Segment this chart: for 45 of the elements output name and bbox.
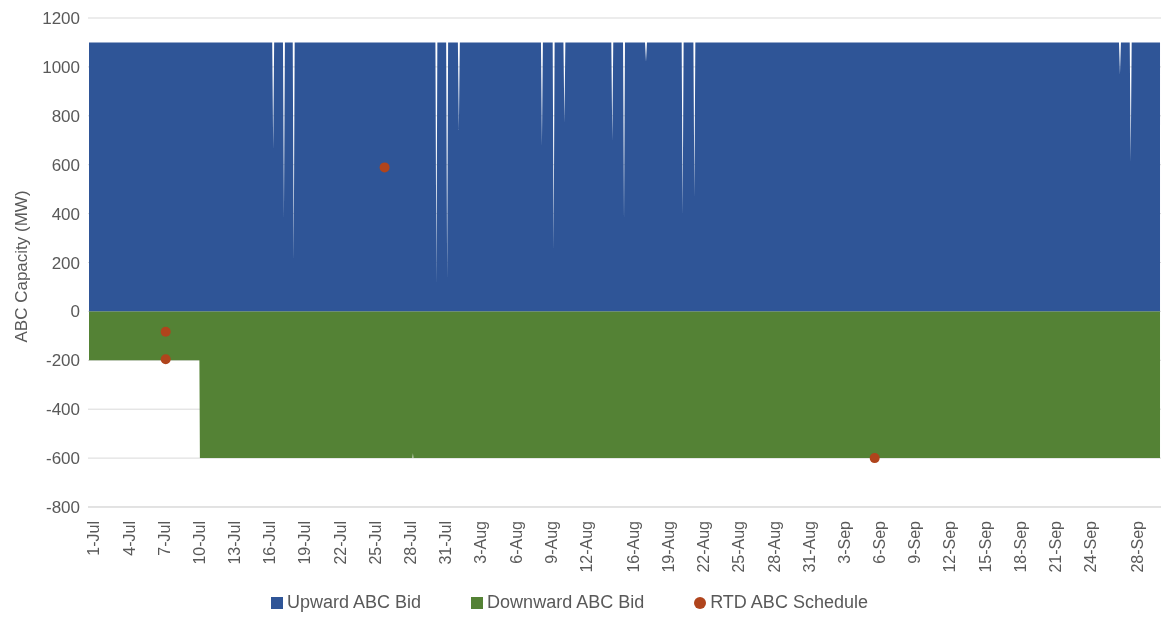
x-tick-label: 6-Sep — [871, 520, 889, 564]
x-tick-label: 31-Aug — [800, 521, 818, 573]
y-tick-label: 0 — [70, 302, 80, 322]
x-tick-label: 22-Jul — [331, 521, 349, 565]
x-tick-label: 22-Aug — [695, 521, 713, 573]
legend-label: Upward ABC Bid — [287, 592, 422, 612]
x-tick-label: 4-Jul — [120, 521, 138, 556]
y-tick-label: 600 — [51, 155, 80, 175]
x-tick-label: 21-Sep — [1046, 520, 1064, 573]
y-tick-label: 800 — [51, 106, 80, 126]
x-tick-label: 9-Sep — [906, 520, 924, 564]
x-tick-label: 10-Jul — [190, 521, 208, 565]
y-tick-label: 200 — [51, 253, 80, 273]
y-tick-label: -800 — [45, 498, 80, 518]
y-tick-label: -400 — [45, 400, 80, 420]
x-tick-label: 24-Sep — [1082, 520, 1100, 573]
x-tick-label: 28-Jul — [401, 521, 419, 565]
x-tick-label: 19-Jul — [296, 521, 314, 565]
x-tick-label: 15-Sep — [976, 520, 994, 573]
x-tick-label: 31-Jul — [437, 521, 455, 565]
y-tick-label: 400 — [51, 204, 80, 224]
x-tick-label: 16-Jul — [261, 521, 279, 565]
x-tick-label: 7-Jul — [155, 521, 173, 556]
x-tick-label: 9-Aug — [542, 521, 560, 564]
y-tick-label: 1200 — [42, 9, 80, 29]
x-tick-label: 19-Aug — [659, 521, 677, 573]
x-tick-label: 25-Aug — [730, 521, 748, 573]
y-axis-title: ABC Capacity (MW) — [12, 190, 32, 343]
x-tick-label: 25-Jul — [366, 521, 384, 565]
x-tick-label: 12-Aug — [577, 521, 595, 573]
y-tick-label: -200 — [45, 351, 80, 371]
legend-label: Downward ABC Bid — [487, 592, 645, 612]
x-tick-label: 6-Aug — [507, 521, 525, 564]
x-tick-label: 12-Sep — [941, 520, 959, 573]
x-tick-label: 28-Aug — [765, 521, 783, 573]
x-tick-label: 1-Jul — [85, 521, 103, 556]
y-tick-label: 1000 — [42, 57, 80, 77]
x-tick-label: 3-Aug — [472, 521, 490, 564]
x-tick-label: 28-Sep — [1129, 520, 1147, 573]
legend-label: RTD ABC Schedule — [710, 592, 868, 612]
x-tick-label: 13-Jul — [226, 521, 244, 565]
x-tick-label: 3-Sep — [835, 520, 853, 564]
x-tick-label: 18-Sep — [1011, 520, 1029, 573]
x-tick-label: 16-Aug — [624, 521, 642, 573]
y-tick-label: -600 — [45, 449, 80, 469]
